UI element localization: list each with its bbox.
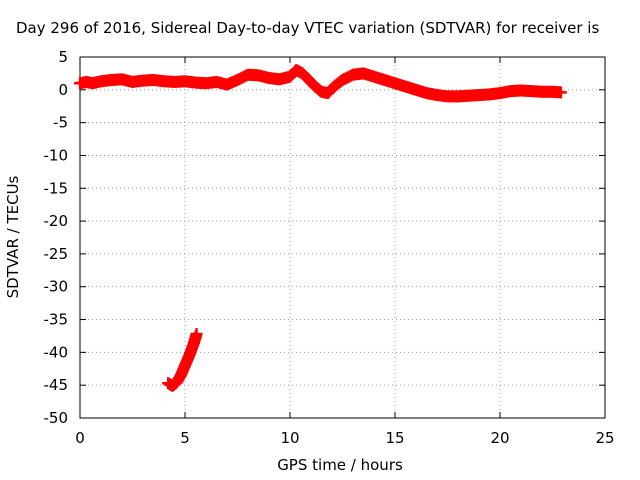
x-tick-label: 25 bbox=[595, 429, 614, 447]
y-axis-label: SDTVAR / TECUs bbox=[4, 175, 22, 298]
y-tick-label: -25 bbox=[44, 245, 69, 263]
y-tick-label: -50 bbox=[44, 409, 69, 427]
data-point bbox=[554, 86, 567, 99]
data-point bbox=[190, 327, 203, 340]
x-tick-label: 15 bbox=[385, 429, 404, 447]
y-tick-label: -30 bbox=[44, 278, 69, 296]
x-tick-label: 0 bbox=[75, 429, 85, 447]
plot-frame bbox=[79, 56, 606, 419]
axis-ticks: 0 5 10 15 20 25 5 0 -5 -10 -15 -20 -25 -30 -35 -40 -45 -5… bbox=[44, 48, 615, 447]
y-tick-label: 5 bbox=[58, 48, 68, 66]
y-tick-label: -10 bbox=[44, 146, 69, 164]
y-tick-label: -20 bbox=[44, 212, 69, 230]
x-axis-label: GPS time / hours bbox=[277, 456, 403, 474]
x-tick-label: 20 bbox=[490, 429, 509, 447]
data-points bbox=[74, 64, 567, 392]
y-tick-label: -5 bbox=[53, 114, 68, 132]
y-tick-label: 0 bbox=[58, 81, 68, 99]
y-tick-label: -45 bbox=[44, 376, 69, 394]
chart-title: Day 296 of 2016, Sidereal Day-to-day VTE… bbox=[16, 19, 599, 37]
x-tick-label: 10 bbox=[280, 429, 299, 447]
y-tick-label: -40 bbox=[44, 343, 69, 361]
y-tick-label: -35 bbox=[44, 311, 69, 329]
grid bbox=[80, 57, 605, 418]
x-tick-label: 5 bbox=[180, 429, 190, 447]
y-tick-label: -15 bbox=[44, 179, 69, 197]
